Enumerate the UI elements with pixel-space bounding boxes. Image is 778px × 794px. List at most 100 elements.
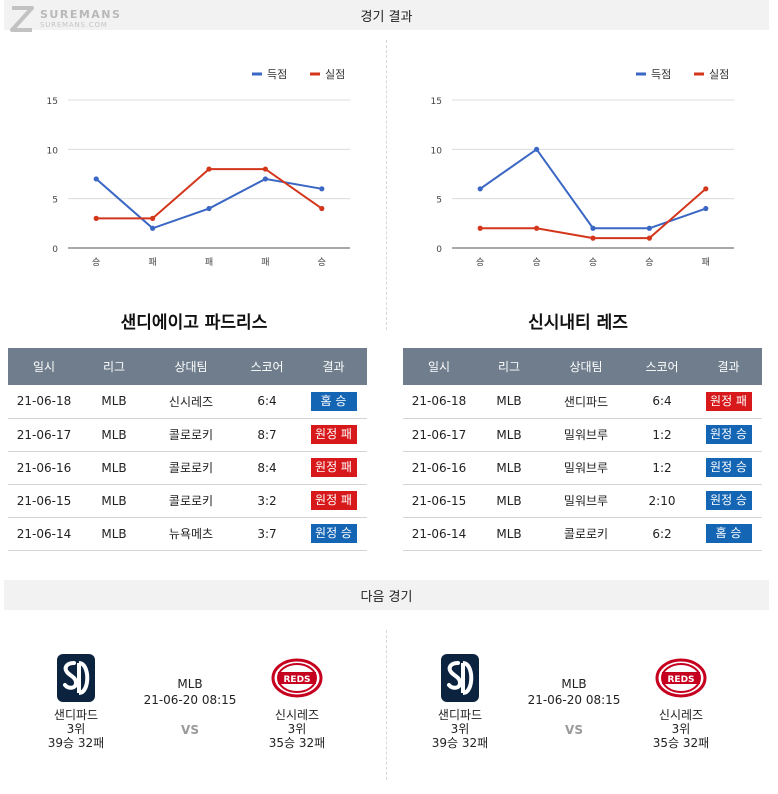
score-line-chart: 0 5 10 15 승 패 패 패 승 득점 실점 <box>47 68 350 268</box>
score-cell: 1:2 <box>629 451 695 485</box>
score-cell: 2:10 <box>629 484 695 518</box>
score-cell: 3:2 <box>234 484 300 518</box>
date-cell: 21-06-14 <box>8 517 80 551</box>
reds-logo-text: REDS <box>667 675 694 685</box>
table-header-row: 일시 리그 상대팀 스코어 결과 <box>8 348 367 385</box>
opponent-cell: 밀워브루 <box>543 418 629 452</box>
score-cell: 8:7 <box>234 418 300 452</box>
table-row: 21-06-15 MLB 밀워브루 2:10 원정 승 <box>403 484 762 518</box>
home-team[interactable]: 샌디파드 3위 39승 32패 <box>31 648 121 750</box>
league-cell: MLB <box>475 517 543 551</box>
away-team-logo: REDS <box>252 648 342 708</box>
legend-label: 득점 <box>651 68 671 81</box>
away-team-record: 35승 32패 <box>652 736 710 750</box>
y-tick-label: 5 <box>436 196 442 206</box>
away-team-rank: 3위 <box>287 722 307 736</box>
column-header-score: 스코어 <box>629 348 695 385</box>
away-team[interactable]: REDS 신시레즈 3위 35승 32패 <box>636 648 726 750</box>
opponent-cell: 콜로로키 <box>148 418 234 452</box>
series-line-scored <box>95 177 322 230</box>
date-cell: 21-06-17 <box>8 418 80 452</box>
next-game-card: 샌디파드 3위 39승 32패 MLB 21-06-20 08:15 VS REDS 신시레즈… <box>0 648 380 758</box>
date-cell: 21-06-18 <box>403 385 475 419</box>
result-badge: 홈 승 <box>310 391 357 411</box>
away-team-logo: REDS <box>636 648 726 708</box>
data-point <box>262 176 268 182</box>
column-header-league: 리그 <box>80 348 148 385</box>
away-team-name: 신시레즈 <box>274 708 320 722</box>
result-cell: 원정 패 <box>300 484 367 518</box>
data-point <box>319 186 325 192</box>
x-tick-label: 패 <box>148 257 156 268</box>
column-header-score: 스코어 <box>234 348 300 385</box>
home-team-logo <box>415 648 505 708</box>
reds-logo-text: REDS <box>283 675 310 685</box>
opponent-cell: 콜로로키 <box>543 517 629 551</box>
data-point <box>150 215 156 221</box>
column-header-result: 결과 <box>300 348 367 385</box>
suremans-logo-icon <box>10 6 34 32</box>
data-point <box>534 146 540 152</box>
result-cell: 원정 패 <box>300 418 367 452</box>
date-cell: 21-06-15 <box>403 484 475 518</box>
y-tick-label: 15 <box>431 97 442 107</box>
site-domain-text: SUREMANS.COM <box>40 21 108 29</box>
y-tick-label: 0 <box>52 245 58 255</box>
column-header-date: 일시 <box>8 348 80 385</box>
table-row: 21-06-17 MLB 콜로로키 8:7 원정 패 <box>8 418 367 452</box>
result-badge: 원정 패 <box>705 391 752 411</box>
data-point <box>534 225 540 231</box>
results-section-title: 경기 결과 <box>360 9 413 25</box>
vs-label: VS <box>181 723 199 737</box>
team-score-chart-left: 0 5 10 15 승 패 패 패 승 득점 실점 <box>20 60 390 280</box>
league-cell: MLB <box>475 385 543 419</box>
match-league: MLB <box>561 677 587 691</box>
x-tick-label: 승 <box>476 257 484 268</box>
result-badge: 원정 패 <box>310 425 357 444</box>
data-point <box>206 205 212 212</box>
home-team-record: 39승 32패 <box>431 736 489 750</box>
table-row: 21-06-15 MLB 콜로로키 3:2 원정 패 <box>8 484 367 518</box>
reds-logo-icon: REDS <box>655 658 707 698</box>
data-point <box>93 215 99 221</box>
x-tick-label: 승 <box>645 257 653 268</box>
result-badge: 원정 승 <box>310 524 357 543</box>
table-row: 21-06-16 MLB 밀워브루 1:2 원정 승 <box>403 451 762 485</box>
result-badge: 원정 패 <box>310 458 357 477</box>
team-score-chart-right: 0 5 10 15 승 승 승 승 패 득점 실점 <box>404 60 774 280</box>
home-team-name: 샌디파드 <box>53 708 99 722</box>
home-team-rank: 3위 <box>66 722 86 736</box>
table-row: 21-06-14 MLB 뉴욕메츠 3:7 원정 승 <box>8 517 367 551</box>
x-tick-label: 승 <box>92 257 100 268</box>
table-header-row: 일시 리그 상대팀 스코어 결과 <box>403 348 762 385</box>
match-datetime: 21-06-20 08:15 <box>527 693 621 707</box>
column-divider <box>386 40 387 330</box>
column-header-opponent: 상대팀 <box>543 348 629 385</box>
league-cell: MLB <box>475 484 543 518</box>
home-team[interactable]: 샌디파드 3위 39승 32패 <box>415 648 505 750</box>
site-logo[interactable]: SUREMANS SUREMANS.COM <box>8 6 121 32</box>
home-team-name: 샌디파드 <box>437 708 483 722</box>
date-cell: 21-06-16 <box>403 451 475 485</box>
opponent-cell: 콜로로키 <box>148 451 234 485</box>
result-badge: 원정 패 <box>310 491 357 510</box>
date-cell: 21-06-17 <box>403 418 475 452</box>
legend-label: 실점 <box>709 68 729 81</box>
data-point <box>477 186 483 192</box>
opponent-cell: 신시레즈 <box>148 385 234 419</box>
match-league: MLB <box>177 677 203 691</box>
score-cell: 1:2 <box>629 418 695 452</box>
table-row: 21-06-18 MLB 샌디파드 6:4 원정 패 <box>403 385 762 419</box>
data-point <box>319 205 325 212</box>
result-cell: 원정 승 <box>695 484 762 518</box>
opponent-cell: 밀워브루 <box>543 451 629 485</box>
x-tick-label: 승 <box>532 257 540 268</box>
league-cell: MLB <box>80 418 148 452</box>
score-cell: 6:4 <box>234 385 300 419</box>
score-cell: 6:2 <box>629 517 695 551</box>
column-divider <box>386 630 387 780</box>
result-cell: 원정 승 <box>695 418 762 452</box>
league-cell: MLB <box>80 385 148 419</box>
away-team[interactable]: REDS 신시레즈 3위 35승 32패 <box>252 648 342 750</box>
data-point <box>703 186 709 192</box>
